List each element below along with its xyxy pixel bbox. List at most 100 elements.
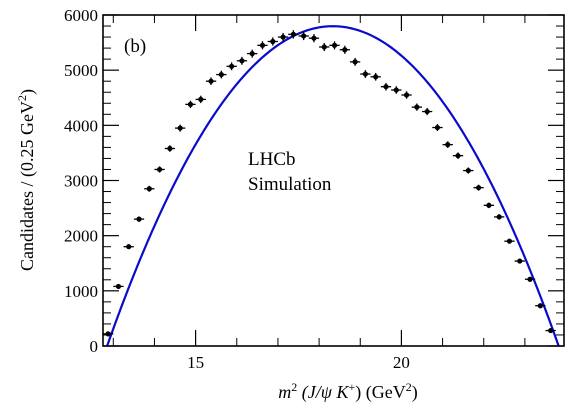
tick-labels: 15 20 0 1000 2000 3000 4000 5000 6000 [64, 6, 410, 372]
point-marker [270, 38, 276, 45]
point-marker [434, 124, 441, 131]
y-tick-label: 0 [90, 337, 99, 356]
point-marker [301, 33, 307, 39]
point-marker [352, 59, 358, 65]
data-point [329, 41, 340, 50]
x-axis-title-m: m [278, 382, 291, 402]
point-marker [383, 84, 389, 90]
y-tick-label: 1000 [64, 282, 98, 301]
point-marker [177, 125, 183, 131]
point-marker [208, 78, 214, 84]
data-point [277, 32, 289, 42]
point-marker [475, 185, 482, 191]
point-marker [424, 108, 430, 115]
fit-curve [106, 25, 560, 347]
x-axis-title-end: ) (GeV [355, 382, 405, 403]
y-axis-title: Candidates / (0.25 GeV2) [15, 89, 38, 271]
point-marker [527, 276, 533, 282]
point-marker [259, 42, 266, 48]
point-marker [331, 42, 338, 48]
point-marker [229, 63, 235, 69]
point-marker [136, 216, 142, 222]
data-point [205, 77, 217, 86]
data-point [185, 100, 196, 109]
x-axis-title-middle: (J/ψ K [297, 382, 349, 403]
point-marker [198, 96, 204, 103]
data-point [380, 82, 392, 91]
y-axis-title-sup: 2 [15, 95, 29, 101]
data-point [195, 95, 206, 104]
annotation-line-1: LHCb [248, 149, 296, 170]
data-point [113, 283, 124, 290]
data-point [432, 124, 443, 132]
data-point [154, 166, 165, 173]
y-tick-label: 3000 [64, 172, 98, 191]
point-marker [548, 327, 554, 334]
y-tick-label: 4000 [64, 116, 98, 135]
point-marker [126, 244, 132, 250]
data-point [123, 244, 134, 250]
point-marker [403, 92, 410, 98]
point-marker [517, 258, 523, 264]
data-point [216, 70, 227, 79]
data-point [463, 167, 474, 174]
data-point [236, 56, 248, 65]
data-point [483, 202, 495, 209]
data-point [514, 258, 525, 264]
point-marker [373, 74, 379, 80]
data-point [267, 37, 278, 46]
data-point [411, 103, 422, 111]
data-point [473, 184, 484, 191]
point-marker [455, 153, 461, 159]
point-marker [506, 238, 513, 244]
data-point [504, 238, 515, 244]
data-point [308, 34, 320, 43]
point-marker [280, 34, 286, 40]
data-point [421, 107, 433, 116]
point-marker [362, 71, 368, 77]
data-point [442, 141, 453, 148]
data-point [226, 62, 237, 71]
x-tick-label: 20 [393, 353, 410, 372]
point-marker [496, 214, 502, 220]
data-point [144, 185, 155, 192]
x-axis-title-sup2: 2 [406, 380, 412, 394]
data-point [339, 45, 350, 54]
x-axis-title-plus: + [348, 380, 355, 394]
data-point [349, 57, 361, 66]
major-ticks [103, 14, 564, 347]
point-marker [321, 44, 327, 50]
minor-ticks [103, 15, 564, 346]
data-point [133, 216, 145, 222]
data-point [164, 145, 176, 152]
x-tick-label: 15 [187, 353, 204, 372]
data-point [370, 72, 381, 81]
annotation-line-2: Simulation [248, 174, 332, 195]
point-marker [167, 145, 173, 152]
plot-frame [102, 14, 565, 347]
data-point [401, 91, 412, 99]
x-axis-title: m2 (J/ψ K+) (GeV2) [278, 380, 417, 403]
point-marker [342, 47, 348, 53]
point-marker [465, 167, 471, 174]
data-point [319, 42, 330, 52]
point-marker [249, 51, 255, 57]
data-point [103, 331, 114, 337]
point-marker [239, 58, 245, 64]
data-point [360, 70, 371, 78]
data-point [524, 276, 536, 282]
y-tick-label: 5000 [64, 61, 98, 80]
point-marker [486, 202, 492, 208]
y-tick-label: 2000 [64, 227, 98, 246]
point-marker [393, 87, 399, 93]
data-point [298, 31, 309, 41]
y-axis-title-close: ) [17, 89, 38, 95]
point-marker [537, 303, 543, 309]
data-point [391, 86, 402, 94]
point-marker [414, 104, 420, 110]
point-marker [187, 101, 194, 107]
data-point [247, 49, 258, 58]
point-marker [105, 331, 111, 337]
point-marker [218, 71, 224, 78]
